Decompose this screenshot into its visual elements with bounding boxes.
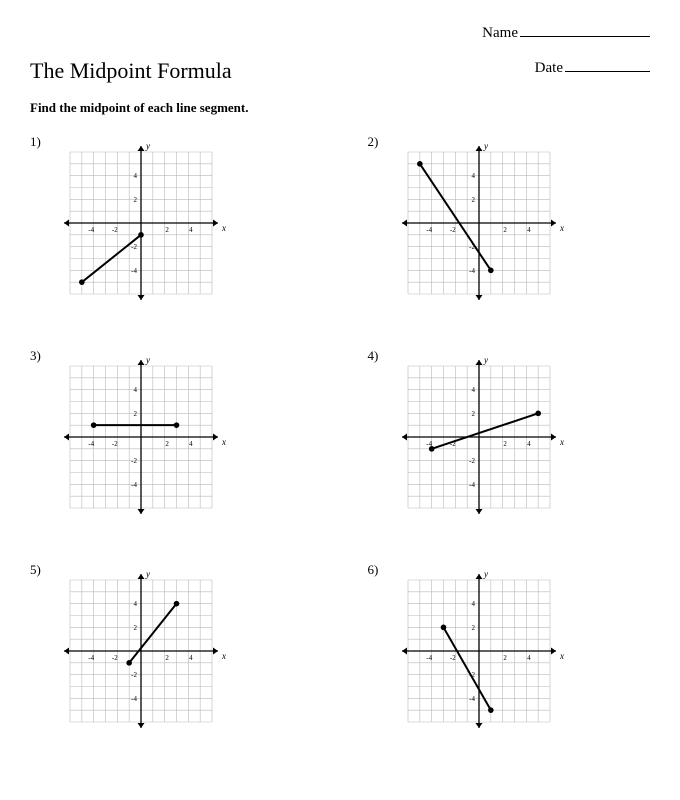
coordinate-grid: -4 -2 2 4 -4 -2 2 4 x y: [56, 138, 313, 308]
problem-number: 1): [30, 134, 41, 150]
problem-number: 2): [368, 134, 379, 150]
svg-text:-4: -4: [469, 481, 475, 489]
svg-text:2: 2: [471, 196, 475, 204]
svg-text:2: 2: [165, 226, 169, 234]
svg-text:-2: -2: [449, 654, 455, 662]
svg-text:4: 4: [134, 172, 138, 180]
svg-text:-4: -4: [88, 654, 94, 662]
svg-text:4: 4: [134, 600, 138, 608]
svg-text:4: 4: [134, 386, 138, 394]
problem-number: 3): [30, 348, 41, 364]
name-date-block: Name Date: [482, 25, 650, 77]
svg-text:y: y: [483, 141, 488, 151]
svg-text:-2: -2: [131, 243, 137, 251]
name-label: Name: [482, 25, 518, 41]
svg-text:x: x: [559, 437, 564, 447]
svg-text:y: y: [483, 355, 488, 365]
coordinate-grid: -4 -2 2 4 -4 -2 2 4 x y: [56, 566, 313, 736]
problem-number: 4): [368, 348, 379, 364]
svg-text:-4: -4: [469, 695, 475, 703]
problem-number: 5): [30, 562, 41, 578]
svg-text:-2: -2: [449, 226, 455, 234]
svg-text:2: 2: [134, 410, 138, 418]
svg-text:4: 4: [189, 440, 193, 448]
svg-text:-4: -4: [131, 695, 137, 703]
svg-text:2: 2: [165, 440, 169, 448]
svg-text:4: 4: [471, 600, 475, 608]
svg-text:2: 2: [503, 654, 507, 662]
svg-text:2: 2: [471, 624, 475, 632]
svg-text:4: 4: [189, 226, 193, 234]
coordinate-grid: -4-224-4-224xy: [394, 138, 651, 308]
svg-text:-4: -4: [131, 267, 137, 275]
svg-text:2: 2: [134, 624, 138, 632]
problem: 3) -4 -2 2 4 -4 -2 2 4 x y: [30, 348, 313, 522]
svg-text:y: y: [145, 141, 150, 151]
problem: 1) -4 -2 2 4 -4 -2 2 4 x y: [30, 134, 313, 308]
svg-text:-4: -4: [469, 267, 475, 275]
svg-text:-4: -4: [426, 654, 432, 662]
svg-text:4: 4: [527, 226, 531, 234]
svg-text:2: 2: [503, 226, 507, 234]
svg-text:-2: -2: [131, 457, 137, 465]
svg-text:2: 2: [503, 440, 507, 448]
svg-text:2: 2: [471, 410, 475, 418]
svg-text:4: 4: [527, 654, 531, 662]
svg-text:y: y: [145, 355, 150, 365]
svg-text:2: 2: [165, 654, 169, 662]
coordinate-grid: -4-224-4-224xy: [394, 352, 651, 522]
svg-text:x: x: [559, 223, 564, 233]
svg-text:x: x: [559, 651, 564, 661]
date-label: Date: [535, 60, 563, 76]
coordinate-grid: -4-224-4-224xy: [394, 566, 651, 736]
svg-text:4: 4: [527, 440, 531, 448]
svg-text:-4: -4: [131, 481, 137, 489]
date-underline: [565, 71, 650, 72]
problem: 4)-4-224-4-224xy: [368, 348, 651, 522]
problem: 5) -4 -2 2 4 -4 -2 2 4 x y: [30, 562, 313, 736]
svg-text:y: y: [483, 569, 488, 579]
name-underline: [520, 36, 650, 37]
svg-text:-2: -2: [131, 671, 137, 679]
svg-text:4: 4: [471, 172, 475, 180]
problems-grid: 1) -4 -2 2 4 -4 -2 2 4 x y 2) -4 -2 2 4 -4 -2 2 4 x y 3) -4 -2 2 4…: [30, 134, 650, 736]
coordinate-grid: -4 -2 2 4 -4 -2 2 4 x y: [56, 352, 313, 522]
svg-text:y: y: [145, 569, 150, 579]
svg-text:-2: -2: [469, 457, 475, 465]
svg-text:-2: -2: [112, 440, 118, 448]
svg-text:x: x: [221, 651, 226, 661]
svg-text:x: x: [221, 437, 226, 447]
svg-text:-4: -4: [88, 226, 94, 234]
svg-text:4: 4: [471, 386, 475, 394]
svg-text:4: 4: [189, 654, 193, 662]
problem: 2)-4-224-4-224xy: [368, 134, 651, 308]
svg-text:-2: -2: [112, 654, 118, 662]
svg-text:-4: -4: [426, 226, 432, 234]
problem: 6)-4-224-4-224xy: [368, 562, 651, 736]
problem-number: 6): [368, 562, 379, 578]
svg-text:-4: -4: [88, 440, 94, 448]
instructions: Find the midpoint of each line segment.: [30, 100, 650, 116]
svg-text:2: 2: [134, 196, 138, 204]
svg-text:x: x: [221, 223, 226, 233]
svg-text:-2: -2: [112, 226, 118, 234]
